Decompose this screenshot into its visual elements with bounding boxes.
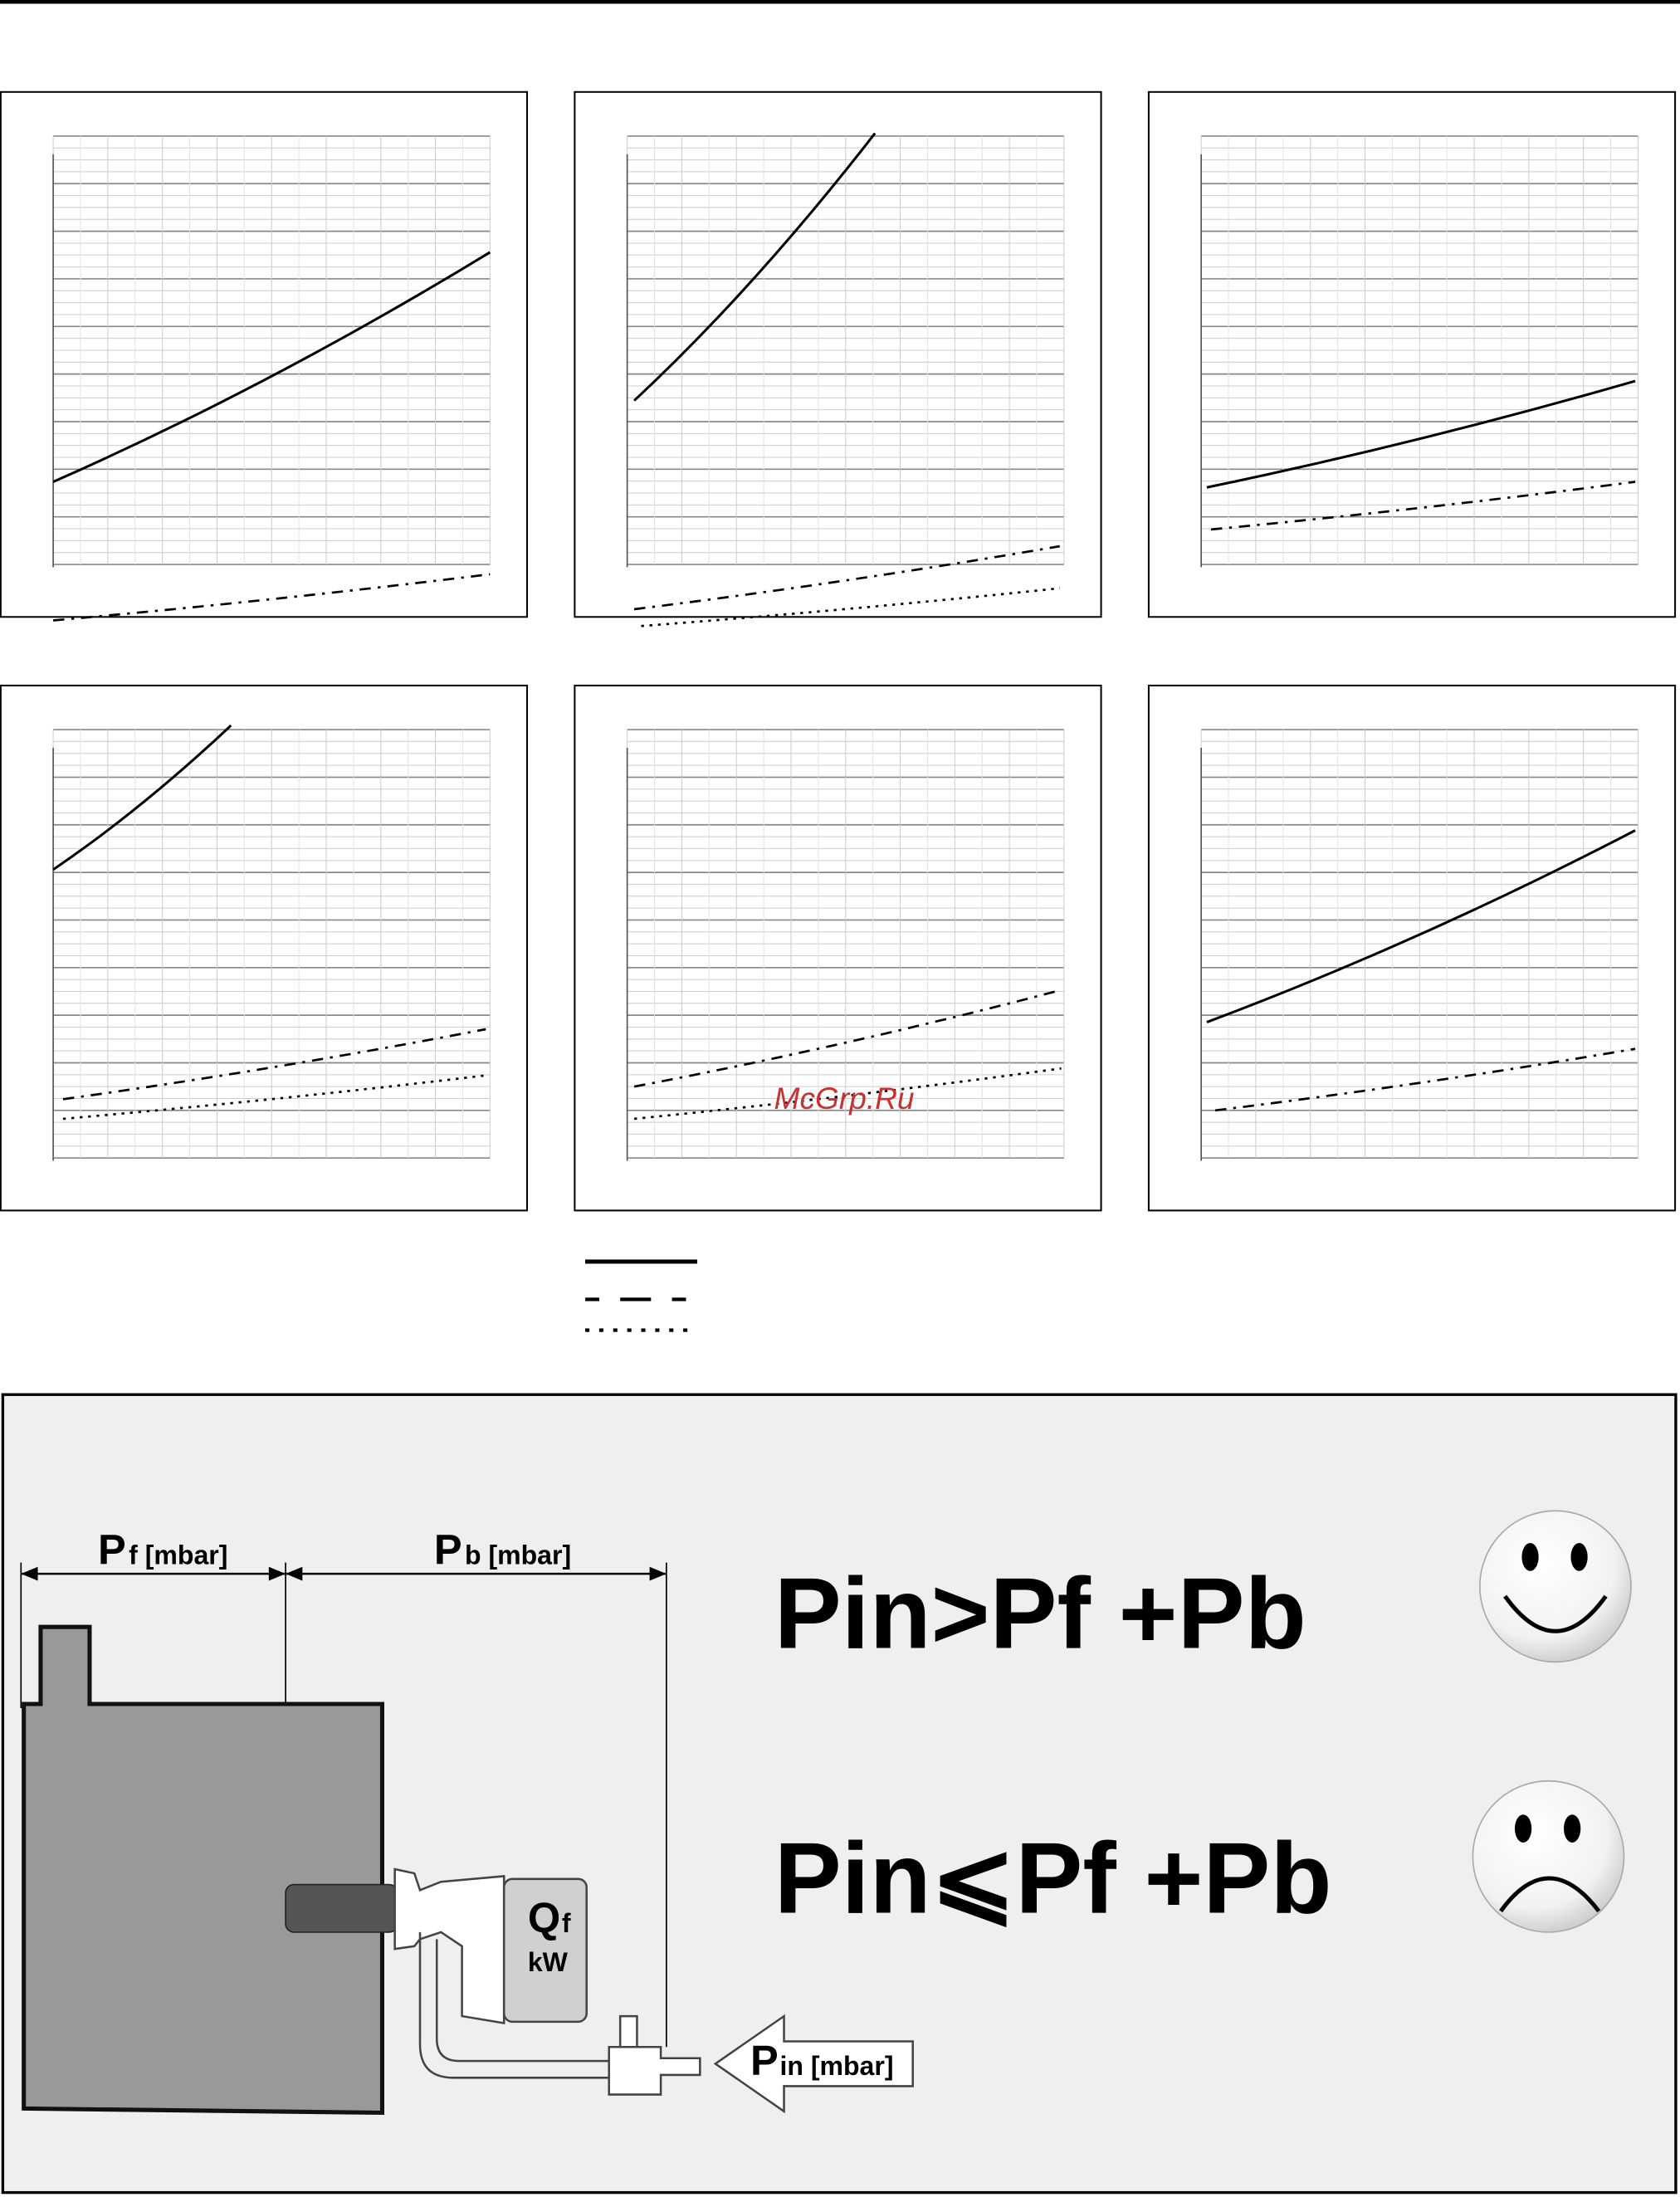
blast-tube [285,1883,398,1933]
curve [52,573,491,622]
eye [1521,1543,1539,1571]
gas-pipe [418,1931,617,2079]
chart-panels [0,90,1677,1212]
curve [633,989,1062,1088]
eye [1564,1814,1581,1843]
mouth [1499,1876,1601,1913]
face [1472,1780,1625,1933]
sad-face [1472,1780,1625,1933]
burner-head [393,1867,505,2025]
pin-label: Pin [mbar] [750,2037,893,2084]
chart-panel [574,90,1102,627]
watermark: McGrp.Ru [774,1081,915,1116]
burner-body [502,1877,588,2024]
curve [633,1067,1062,1120]
mouth [1503,1594,1608,1633]
eye [1514,1814,1532,1843]
curve [52,724,232,871]
happy-face [1478,1510,1632,1663]
condition-bad: Pin⩽Pf +Pb [774,1821,1332,1934]
chart-panel [1147,684,1677,1212]
curve [1206,829,1636,1023]
curve [641,587,1060,627]
curve [52,251,491,483]
panel-frame [0,90,529,618]
chart-panel [574,684,1102,1212]
panel-frame [1147,90,1677,618]
curve [1206,379,1636,489]
panel-frame [574,684,1102,1212]
panel-frame [574,90,1102,618]
qf-label: Qf [528,1894,571,1941]
curve [62,1028,486,1101]
chart-panel [1147,90,1677,618]
panel-frame [0,684,529,1212]
qf-unit: kW [528,1947,569,1977]
boiler [22,1624,384,2116]
eye [1570,1543,1588,1571]
face [1478,1510,1632,1663]
curve [1214,1047,1636,1112]
legend [585,1259,697,1332]
chart-panel [0,684,529,1212]
chart-panel [0,90,529,622]
curve [633,132,877,402]
curve [62,1074,486,1120]
inlet-arrow [713,2014,914,2114]
curve [1210,481,1636,531]
panel-frame [1147,684,1677,1212]
condition-ok: Pin>Pf +Pb [774,1557,1306,1670]
curve [633,544,1061,611]
gas-valve [608,2014,701,2096]
